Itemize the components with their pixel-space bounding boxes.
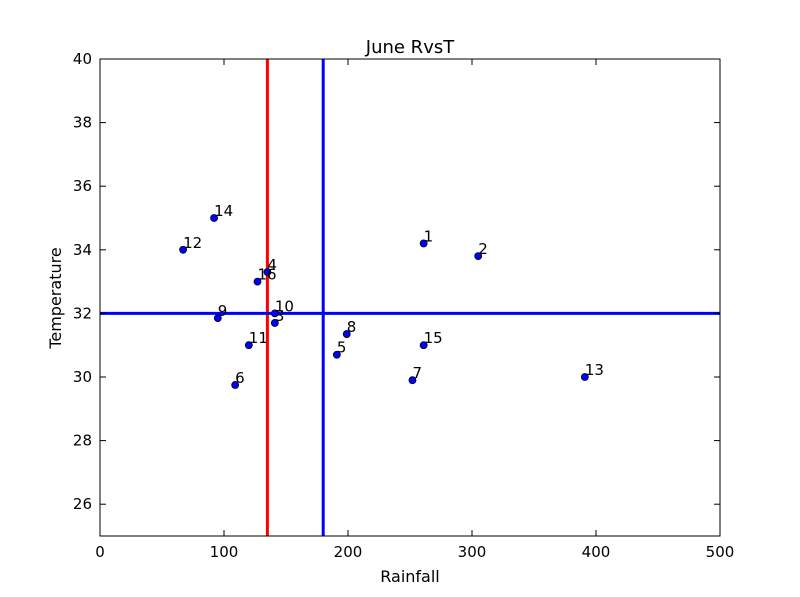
data-point [408,376,417,385]
data-point-label: 8 [347,318,357,336]
data-point-label: 6 [235,369,245,387]
data-point-label: 16 [257,266,276,284]
y-tick-label: 40 [73,50,92,68]
data-points [179,214,589,389]
x-axis-label: Rainfall [380,567,439,586]
data-point [270,309,279,318]
data-point [213,314,222,323]
data-point [580,373,589,381]
data-point-label: 4 [267,256,277,274]
data-point-label: 9 [218,302,228,320]
data-point-label: 13 [585,361,604,379]
data-point [263,268,272,276]
data-point [231,381,240,389]
data-point-label: 11 [249,329,268,347]
data-point-label: 5 [337,339,347,357]
y-axis-label: Temperature [46,247,65,349]
data-point [244,341,253,350]
data-point [210,214,218,222]
y-tick-label: 34 [73,241,92,259]
data-point [342,330,351,338]
y-tick-label: 36 [73,177,92,195]
y-tick-label: 30 [73,368,92,386]
chart-title: June RvsT [365,37,455,58]
x-tick-label: 500 [706,543,735,561]
data-point-label: 14 [214,202,233,220]
data-point-label: 10 [275,297,294,315]
plot-area-frame [99,58,721,537]
data-point [179,245,187,254]
data-point [253,277,262,286]
y-tick-label: 32 [73,304,92,322]
data-point-label: 2 [478,240,488,258]
y-tick-label: 28 [73,432,92,450]
x-tick-label: 100 [210,543,239,561]
data-point [419,239,428,248]
data-point-label: 1 [424,227,434,245]
x-axis-ticks: 0 100 200 300 400 500 [95,59,734,561]
y-tick-label: 38 [73,114,92,132]
data-point [474,252,483,261]
data-point-label: 3 [275,307,285,325]
x-tick-label: 200 [334,543,363,561]
reference-lines [100,59,720,536]
x-tick-label: 0 [95,543,105,561]
data-point [332,350,341,359]
x-tick-label: 300 [458,543,487,561]
data-point-label: 15 [424,329,443,347]
x-tick-label: 400 [582,543,611,561]
y-tick-label: 26 [73,495,92,513]
data-point [270,319,279,327]
data-point-label: 12 [183,234,202,252]
data-point-label: 7 [412,364,422,382]
data-point [419,341,428,350]
